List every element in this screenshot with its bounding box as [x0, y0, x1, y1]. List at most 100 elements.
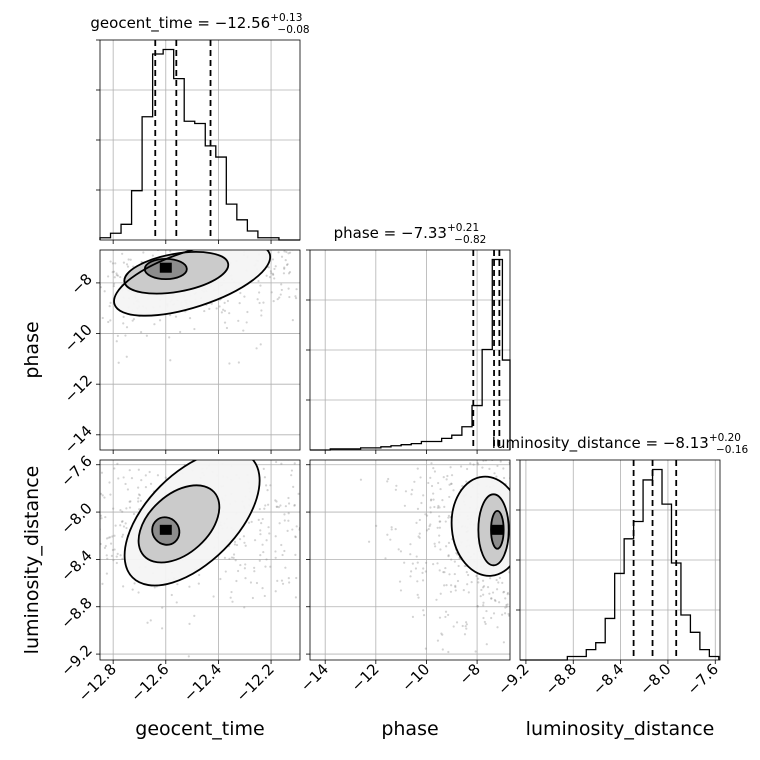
sample-point — [362, 252, 364, 254]
sample-point — [421, 571, 424, 574]
sample-point — [110, 554, 114, 557]
sample-point — [122, 315, 125, 318]
x-tick-label: −14 — [297, 660, 332, 695]
sample-point — [429, 511, 432, 514]
sample-point — [243, 567, 247, 570]
sample-point — [422, 259, 424, 261]
sample-point — [438, 520, 441, 523]
sample-point — [566, 526, 568, 528]
sample-point — [97, 273, 99, 275]
sample-point — [418, 543, 420, 545]
sample-point — [184, 229, 186, 231]
sample-point — [88, 273, 90, 275]
sample-point — [467, 573, 470, 577]
sample-point — [97, 290, 99, 292]
sample-point — [452, 405, 454, 407]
sample-point — [193, 398, 195, 400]
sample-point — [261, 543, 264, 546]
sample-point — [137, 493, 141, 496]
sample-point — [43, 323, 45, 325]
sample-point — [109, 301, 112, 304]
sample-point — [289, 233, 291, 235]
sample-point — [219, 241, 221, 243]
panel-2d-geocent_time-luminosity_distance: −12.8 −12.6 −12.4 −12.2−9.2−8.8−8.4−8.0−7.6 — [57, 398, 420, 705]
sample-point — [297, 492, 300, 495]
sample-point — [307, 226, 309, 228]
sample-point — [232, 553, 236, 556]
sample-point — [128, 469, 131, 472]
sample-point — [243, 295, 246, 298]
sample-point — [60, 315, 62, 317]
sample-point — [438, 541, 441, 544]
sample-point — [349, 418, 351, 420]
sample-point — [441, 648, 444, 651]
sample-point — [430, 462, 433, 465]
sample-point — [369, 219, 371, 221]
sample-point — [333, 517, 335, 519]
sample-point — [233, 543, 237, 546]
sample-point — [222, 248, 224, 250]
sample-point — [240, 230, 242, 232]
sample-point — [438, 526, 442, 529]
sample-point — [414, 474, 416, 476]
sample-point — [425, 514, 429, 517]
sample-point — [125, 526, 128, 530]
sample-point — [260, 522, 263, 525]
sample-point — [301, 302, 303, 304]
sample-point — [501, 673, 503, 675]
sample-point — [481, 579, 485, 582]
sample-point — [170, 593, 173, 597]
sample-point — [56, 274, 58, 276]
sample-point — [100, 471, 104, 474]
sample-point — [527, 538, 529, 540]
sample-point — [92, 256, 94, 258]
sample-point — [513, 571, 515, 573]
sample-point — [434, 445, 436, 447]
contour-line — [490, 509, 505, 550]
sample-point — [100, 286, 102, 289]
sample-point — [149, 245, 151, 247]
sample-point — [481, 466, 484, 469]
sample-point — [614, 633, 616, 635]
sample-point — [214, 230, 216, 232]
sample-point — [386, 480, 389, 483]
sample-point — [263, 476, 267, 479]
sample-point — [357, 219, 359, 221]
sample-point — [422, 614, 426, 617]
sample-point — [497, 581, 500, 584]
sample-point — [515, 482, 517, 484]
sample-point — [569, 600, 571, 602]
sample-point — [346, 477, 348, 479]
sample-point — [174, 315, 178, 318]
sample-point — [422, 609, 425, 612]
sample-point — [266, 489, 269, 492]
sample-point — [463, 385, 465, 387]
panel-hist-phase: phase = −7.33+0.21 −0.82 — [306, 222, 511, 454]
sample-point — [502, 467, 505, 470]
sample-point — [302, 516, 304, 518]
sample-point — [326, 242, 328, 244]
sample-point — [521, 541, 523, 543]
sample-point — [439, 592, 442, 595]
sample-point — [442, 571, 445, 574]
sample-point — [503, 371, 505, 373]
sample-point — [325, 579, 327, 581]
sample-point — [546, 607, 548, 609]
x-tick-label: −12.6 — [127, 660, 172, 705]
sample-point — [262, 467, 265, 470]
sample-point — [317, 336, 319, 338]
sample-point — [535, 473, 537, 475]
sample-point — [132, 512, 136, 516]
sample-point — [105, 572, 109, 575]
sample-point — [336, 470, 338, 472]
sample-point — [474, 452, 476, 454]
sample-point — [548, 566, 550, 568]
sample-point — [59, 266, 61, 268]
sample-point — [415, 521, 418, 524]
sample-point — [242, 535, 246, 538]
sample-point — [176, 583, 179, 586]
sample-point — [495, 475, 498, 478]
sample-point — [300, 311, 302, 313]
sample-point — [404, 580, 406, 582]
sample-point — [449, 466, 452, 469]
